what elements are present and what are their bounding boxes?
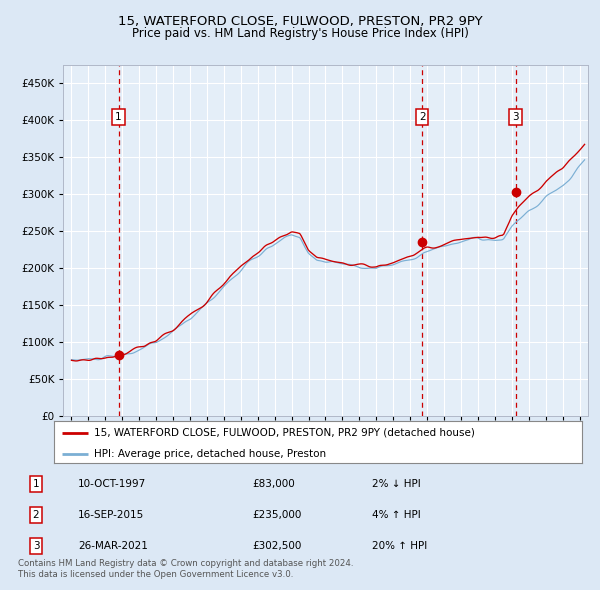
- Text: 3: 3: [32, 541, 40, 550]
- Text: Price paid vs. HM Land Registry's House Price Index (HPI): Price paid vs. HM Land Registry's House …: [131, 27, 469, 40]
- Text: HPI: Average price, detached house, Preston: HPI: Average price, detached house, Pres…: [94, 449, 326, 459]
- Text: 1: 1: [32, 480, 40, 489]
- Text: £235,000: £235,000: [252, 510, 301, 520]
- Text: 15, WATERFORD CLOSE, FULWOOD, PRESTON, PR2 9PY (detached house): 15, WATERFORD CLOSE, FULWOOD, PRESTON, P…: [94, 428, 475, 438]
- Text: 10-OCT-1997: 10-OCT-1997: [78, 480, 146, 489]
- Text: 2: 2: [32, 510, 40, 520]
- Text: 3: 3: [512, 112, 519, 122]
- Text: 4% ↑ HPI: 4% ↑ HPI: [372, 510, 421, 520]
- Text: 1: 1: [115, 112, 122, 122]
- Text: 16-SEP-2015: 16-SEP-2015: [78, 510, 144, 520]
- Text: 20% ↑ HPI: 20% ↑ HPI: [372, 541, 427, 550]
- Text: £302,500: £302,500: [252, 541, 301, 550]
- Text: £83,000: £83,000: [252, 480, 295, 489]
- Text: Contains HM Land Registry data © Crown copyright and database right 2024.
This d: Contains HM Land Registry data © Crown c…: [18, 559, 353, 579]
- Text: 2: 2: [419, 112, 425, 122]
- Text: 26-MAR-2021: 26-MAR-2021: [78, 541, 148, 550]
- Text: 2% ↓ HPI: 2% ↓ HPI: [372, 480, 421, 489]
- Text: 15, WATERFORD CLOSE, FULWOOD, PRESTON, PR2 9PY: 15, WATERFORD CLOSE, FULWOOD, PRESTON, P…: [118, 15, 482, 28]
